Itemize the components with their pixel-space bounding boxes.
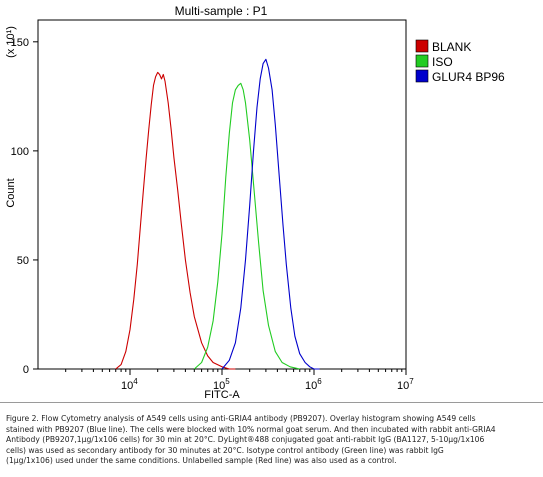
chart-title: Multi-sample : P1 [175,4,268,18]
legend-swatch [415,69,429,83]
legend-label: ISO [432,55,453,69]
legend-swatch [415,54,429,68]
y-axis-ticks: 0 50 100 150 [11,37,38,376]
x-tick-exponent: 6 [317,377,322,386]
x-axis-ticks: 104 105 106 107 [65,369,414,392]
y-tick-label: 150 [11,37,29,49]
y-tick-label: 100 [11,146,29,158]
x-tick-label: 106 [305,377,322,392]
y-multiplier-label: (x 10¹) [5,26,17,58]
figure-caption-box: Figure 2. Flow Cytometry analysis of A54… [0,402,543,477]
y-tick-label: 0 [23,364,29,376]
plot-frame [37,19,407,370]
legend-label: BLANK [432,40,471,54]
x-axis-label: FITC-A [204,389,240,400]
x-tick-label: 104 [121,377,138,392]
flow-cytometry-chart: Multi-sample : P1 (x 10¹) Count FITC-A 0… [5,4,505,400]
x-tick-base: 10 [213,380,225,392]
chart-svg: Multi-sample : P1 (x 10¹) Count FITC-A 0… [5,4,505,400]
x-tick-exponent: 4 [133,377,138,386]
x-tick-base: 10 [305,380,317,392]
series-line-blank [115,71,236,370]
figure-caption: Figure 2. Flow Cytometry analysis of A54… [6,414,496,465]
series-line-glur4-bp96 [221,58,320,370]
x-tick-label: 105 [213,377,230,392]
y-axis-label: Count [5,178,17,207]
legend-swatch [415,39,429,53]
x-tick-label: 107 [397,377,414,392]
x-tick-exponent: 7 [409,377,414,386]
legend-label: GLUR4 BP96 [432,70,505,84]
series-lines [115,58,320,370]
series-line-iso [193,82,300,370]
x-tick-exponent: 5 [225,377,230,386]
x-tick-base: 10 [121,380,133,392]
x-tick-base: 10 [397,380,409,392]
y-tick-label: 50 [17,255,29,267]
